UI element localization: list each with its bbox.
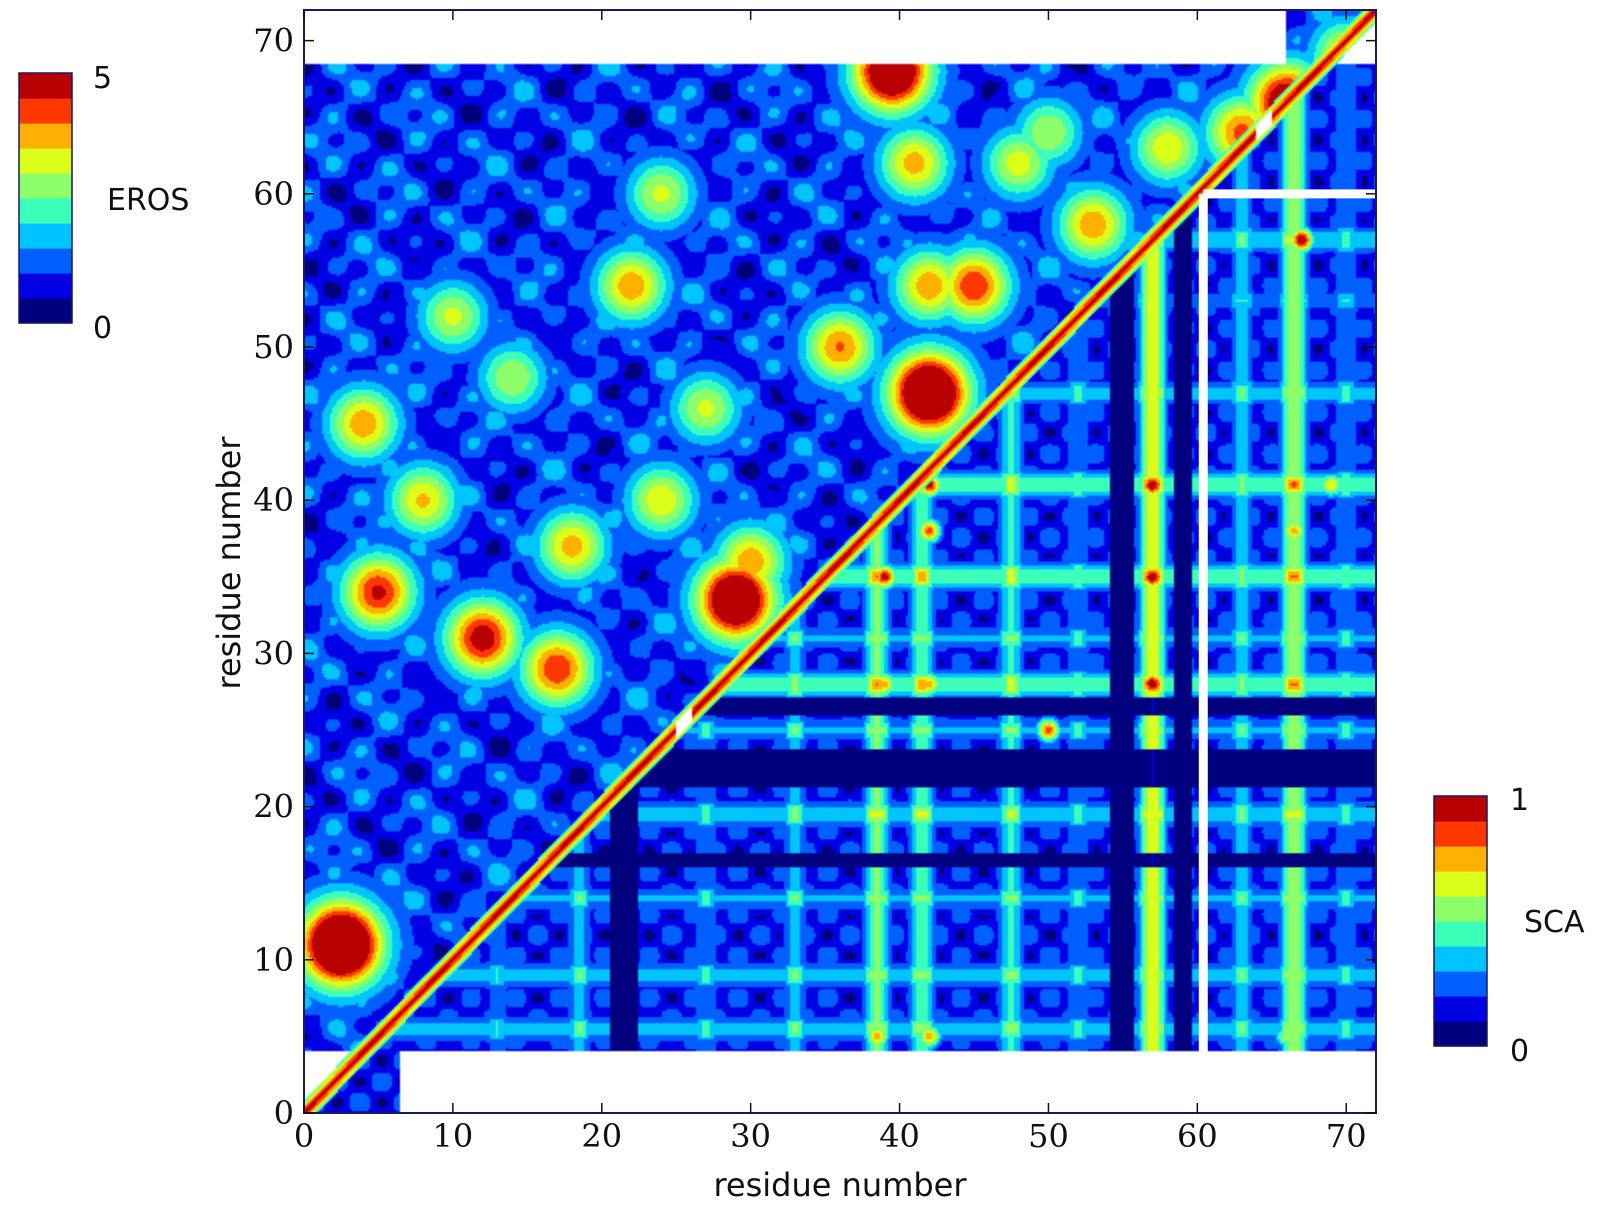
x-tick-label: 20 [581, 1117, 622, 1155]
colorbar-level [19, 273, 72, 299]
sca-colorbar-label: SCA [1524, 905, 1585, 940]
sca-colorbar-min: 0 [1510, 1034, 1529, 1069]
eros-colorbar-frame [18, 72, 73, 324]
colorbar-level [1434, 796, 1487, 822]
colorbar-level [1434, 946, 1487, 972]
x-axis-ticks: 0 10 20 30 40 50 60 70 [294, 10, 1367, 1155]
y-tick-label: 40 [253, 481, 294, 519]
x-tick-label: 0 [294, 1117, 314, 1155]
colorbar-level [19, 198, 72, 224]
y-tick-label: 10 [253, 941, 294, 979]
colorbar-level [1434, 971, 1487, 997]
colorbar-level [19, 73, 72, 99]
colorbar-level [19, 123, 72, 149]
colorbar-level [1434, 821, 1487, 847]
y-tick-label: 50 [253, 328, 294, 366]
x-tick-label: 10 [433, 1117, 474, 1155]
y-tick-label: 70 [253, 22, 294, 60]
y-tick-label: 0 [274, 1094, 294, 1132]
colorbar-level [19, 173, 72, 199]
colorbar-level [19, 248, 72, 274]
colorbar-level [1434, 921, 1487, 947]
colorbar-level [19, 298, 72, 324]
gap-lines [1198, 189, 1376, 1052]
sca-colorbar: 1 SCA 0 [1433, 783, 1585, 1069]
eros-colorbar: 5 EROS 0 [18, 61, 189, 346]
sca-colorbar-max: 1 [1510, 783, 1529, 818]
x-axis-label: residue number [713, 1166, 967, 1204]
sca-colorbar-cells [1434, 796, 1487, 1047]
eros-colorbar-label: EROS [107, 183, 189, 218]
colorbar-level [19, 148, 72, 174]
y-tick-label: 20 [253, 788, 294, 826]
x-tick-label: 70 [1326, 1117, 1367, 1155]
colorbar-level [19, 98, 72, 124]
y-tick-label: 60 [253, 175, 294, 213]
y-axis-ticks: 0 10 20 30 40 50 60 70 [253, 22, 1376, 1132]
sca-colorbar-frame [1433, 795, 1488, 1047]
colorbar-level [1434, 1021, 1487, 1047]
eros-colorbar-cells [19, 73, 72, 324]
plot-frame [303, 9, 1377, 1114]
colorbar-level [1434, 996, 1487, 1022]
colorbar-level [1434, 896, 1487, 922]
eros-colorbar-min: 0 [93, 311, 112, 346]
x-tick-label: 50 [1028, 1117, 1069, 1155]
colorbar-level [1434, 871, 1487, 897]
y-axis-label: residue number [210, 436, 248, 690]
colorbar-level [19, 223, 72, 249]
y-tick-label: 30 [253, 634, 294, 672]
x-tick-label: 60 [1177, 1117, 1218, 1155]
x-tick-label: 30 [730, 1117, 771, 1155]
colorbar-level [1434, 846, 1487, 872]
x-tick-label: 40 [879, 1117, 920, 1155]
contour-heatmap-image [304, 10, 1376, 1113]
eros-colorbar-max: 5 [93, 61, 112, 96]
